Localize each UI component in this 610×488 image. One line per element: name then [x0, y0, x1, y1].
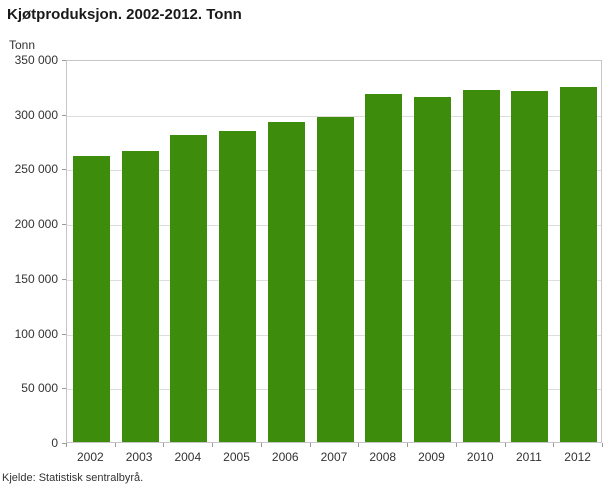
x-tick-mark [163, 443, 164, 447]
y-tick-label: 0 [51, 436, 58, 450]
chart-title: Kjøtproduksjon. 2002-2012. Tonn [7, 6, 242, 23]
x-tick-mark [212, 443, 213, 447]
bar-2002 [73, 156, 110, 442]
y-tick-mark [62, 279, 66, 280]
x-tick-label: 2004 [174, 450, 202, 464]
source-note: Kjelde: Statistisk sentralbyrå. [2, 472, 144, 484]
gridline [67, 116, 601, 117]
y-tick-mark [62, 443, 66, 444]
x-tick-label: 2005 [223, 450, 250, 464]
bar-2003 [122, 151, 159, 442]
bar-2011 [511, 91, 548, 442]
x-tick-label: 2006 [271, 450, 299, 464]
y-tick-label: 100 000 [14, 326, 58, 341]
x-tick-label: 2008 [369, 450, 397, 464]
bar-2004 [170, 135, 207, 442]
x-tick-label: 2002 [77, 450, 104, 464]
bar-2012 [560, 87, 597, 442]
x-tick-mark [456, 443, 457, 447]
x-tick-mark [261, 443, 262, 447]
bar-2006 [268, 122, 305, 442]
y-tick-mark [62, 115, 66, 116]
x-tick-mark [358, 443, 359, 447]
y-tick-mark [62, 388, 66, 389]
y-tick-label: 350 000 [14, 53, 58, 67]
y-tick-label: 200 000 [14, 217, 58, 232]
x-tick-mark [505, 443, 506, 447]
y-tick-label: 150 000 [14, 271, 58, 286]
x-tick-mark [407, 443, 408, 447]
bar-2005 [219, 131, 256, 442]
y-tick-mark [62, 334, 66, 335]
y-tick-label: 50 000 [21, 381, 58, 396]
bar-2009 [414, 97, 451, 442]
plot-area [66, 60, 602, 443]
x-tick-label: 2012 [564, 450, 591, 464]
x-tick-mark [553, 443, 554, 447]
y-tick-label: 300 000 [14, 107, 58, 122]
y-axis-title: Tonn [9, 38, 36, 52]
y-tick-label: 250 000 [14, 162, 58, 177]
bar-2007 [317, 117, 354, 442]
y-tick-mark [62, 60, 66, 61]
x-tick-label: 2007 [320, 450, 348, 464]
y-tick-mark [62, 169, 66, 170]
x-tick-mark [115, 443, 116, 447]
x-tick-label: 2009 [418, 450, 445, 464]
x-tick-mark [310, 443, 311, 447]
bar-2010 [463, 90, 500, 442]
x-tick-mark [66, 443, 67, 447]
x-tick-label: 2011 [515, 450, 542, 464]
x-tick-label: 2010 [466, 450, 494, 464]
x-tick-mark [602, 443, 603, 447]
x-tick-label: 2003 [125, 450, 153, 464]
bar-2008 [365, 94, 402, 442]
y-tick-mark [62, 224, 66, 225]
